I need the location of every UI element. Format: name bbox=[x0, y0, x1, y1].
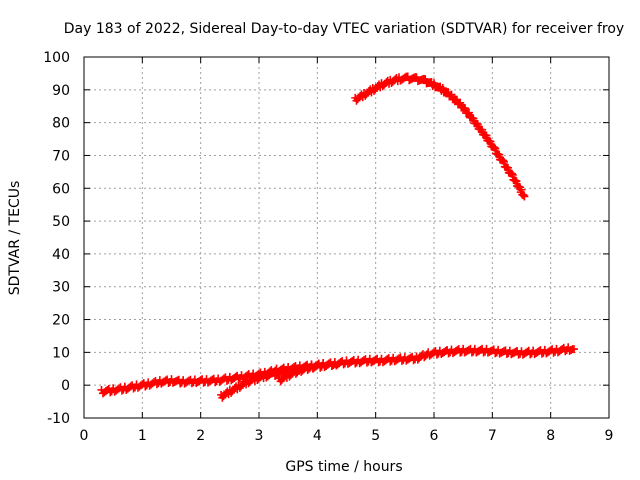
data-point bbox=[330, 359, 339, 368]
y-tick-label: 30 bbox=[52, 280, 70, 296]
x-tick-label: 3 bbox=[255, 428, 264, 444]
series-track-4 bbox=[351, 72, 529, 201]
x-tick-label: 1 bbox=[138, 428, 147, 444]
series-track-1 bbox=[97, 343, 578, 398]
data-series bbox=[97, 72, 578, 402]
data-point bbox=[438, 84, 447, 93]
data-point bbox=[461, 104, 470, 113]
data-point bbox=[447, 90, 456, 99]
data-point bbox=[520, 192, 529, 201]
x-tick-label: 8 bbox=[546, 428, 555, 444]
plot-frame bbox=[83, 56, 610, 419]
grid bbox=[84, 57, 609, 418]
data-point bbox=[329, 360, 338, 369]
x-tick-label: 4 bbox=[313, 428, 322, 444]
data-point bbox=[456, 98, 465, 107]
y-tick-label: -10 bbox=[47, 411, 70, 427]
x-tick-label: 0 bbox=[80, 428, 89, 444]
chart-title: Day 183 of 2022, Sidereal Day-to-day VTE… bbox=[64, 21, 624, 37]
data-point bbox=[570, 345, 578, 354]
y-axis-label: SDTVAR / TECUs bbox=[7, 181, 23, 296]
y-tick-label: 10 bbox=[52, 345, 70, 361]
y-tick-label: 50 bbox=[52, 214, 70, 230]
data-point bbox=[465, 108, 473, 117]
x-axis-label: GPS time / hours bbox=[285, 459, 402, 475]
x-tick-label: 9 bbox=[605, 428, 614, 444]
y-tick-label: 60 bbox=[52, 181, 70, 197]
axis-ticks: 0 1 2 3 4 5 6 7 8 9 -10 0 10 20 30 40 50 60 70 80 90 100 bbox=[43, 50, 613, 444]
data-point bbox=[430, 79, 438, 88]
y-tick-label: 20 bbox=[52, 313, 70, 329]
x-tick-label: 6 bbox=[430, 428, 439, 444]
data-point bbox=[129, 384, 138, 393]
data-point bbox=[478, 125, 487, 134]
x-tick-label: 2 bbox=[196, 428, 205, 444]
y-tick-label: 90 bbox=[52, 83, 70, 99]
series-track-3 bbox=[275, 358, 339, 386]
series-track-2 bbox=[217, 367, 287, 402]
x-tick-label: 7 bbox=[488, 428, 497, 444]
data-point bbox=[473, 120, 482, 129]
y-tick-label: 100 bbox=[43, 50, 70, 66]
data-point bbox=[469, 114, 478, 123]
y-tick-label: 80 bbox=[52, 116, 70, 132]
data-point bbox=[276, 367, 285, 376]
y-tick-label: 0 bbox=[61, 378, 70, 394]
y-tick-label: 70 bbox=[52, 148, 70, 164]
y-tick-label: 40 bbox=[52, 247, 70, 263]
x-tick-label: 5 bbox=[371, 428, 380, 444]
